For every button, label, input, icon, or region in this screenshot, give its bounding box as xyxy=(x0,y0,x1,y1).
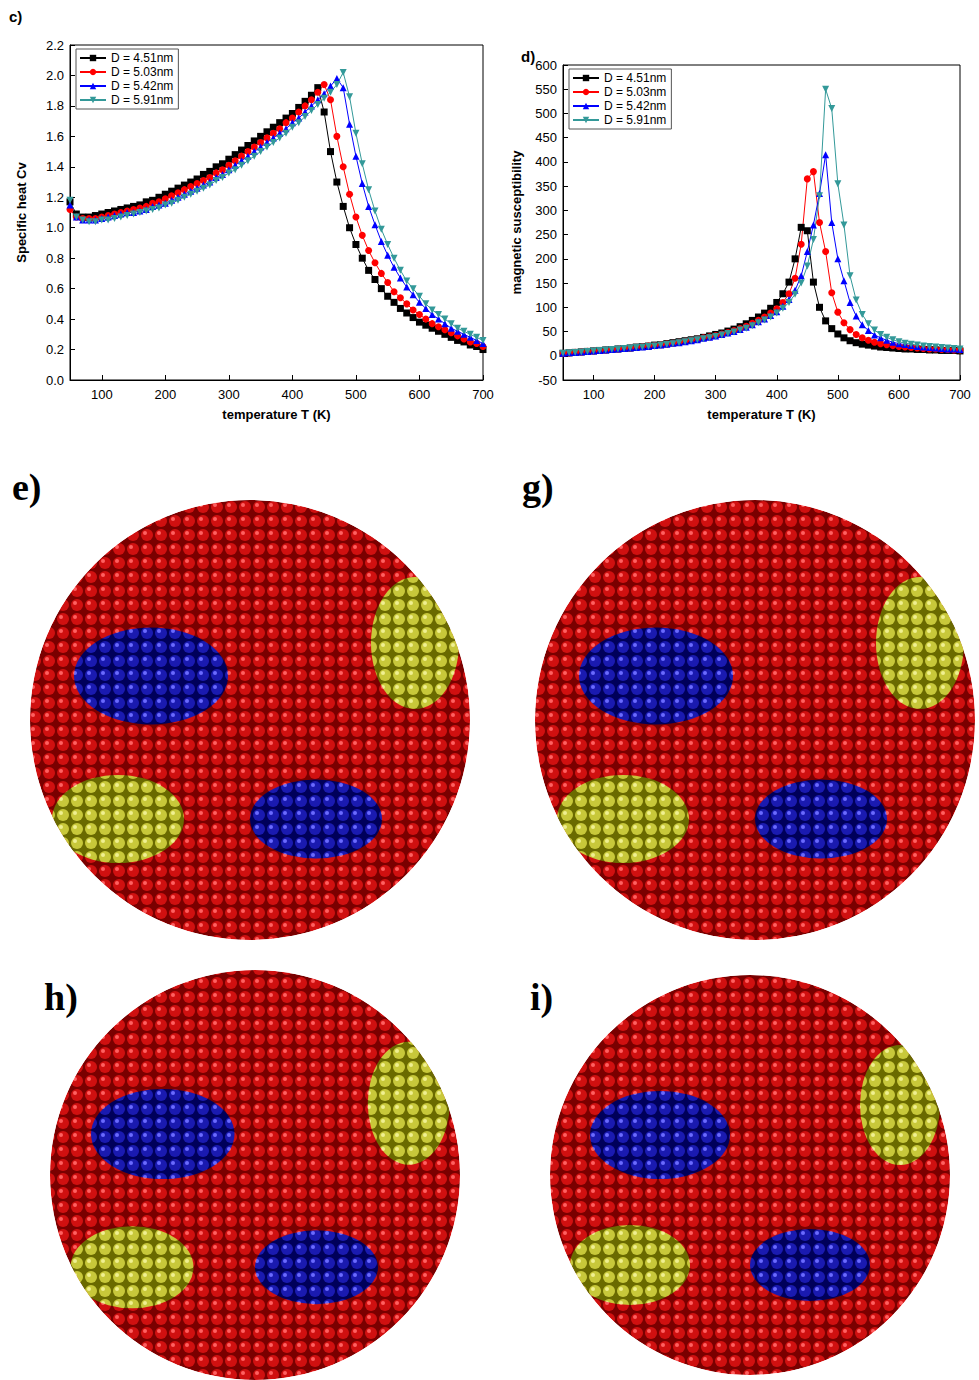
svg-text:700: 700 xyxy=(472,387,494,402)
svg-text:700: 700 xyxy=(949,387,971,402)
svg-text:350: 350 xyxy=(535,179,557,194)
svg-text:550: 550 xyxy=(535,82,557,97)
svg-text:D = 5.03nm: D = 5.03nm xyxy=(111,65,173,79)
svg-text:300: 300 xyxy=(705,387,727,402)
svg-text:100: 100 xyxy=(583,387,605,402)
svg-text:0.2: 0.2 xyxy=(46,342,64,357)
svg-text:500: 500 xyxy=(827,387,849,402)
svg-text:D = 4.51nm: D = 4.51nm xyxy=(604,71,666,85)
svg-text:1.0: 1.0 xyxy=(46,220,64,235)
svg-text:1.4: 1.4 xyxy=(46,159,64,174)
svg-text:300: 300 xyxy=(535,203,557,218)
svg-text:300: 300 xyxy=(218,387,240,402)
svg-text:Specific heat Cv: Specific heat Cv xyxy=(14,162,29,263)
svg-text:magnetic susceptibility: magnetic susceptibility xyxy=(509,150,524,295)
svg-text:200: 200 xyxy=(535,251,557,266)
svg-text:i): i) xyxy=(530,976,553,1019)
svg-text:D = 5.42nm: D = 5.42nm xyxy=(604,99,666,113)
svg-text:100: 100 xyxy=(91,387,113,402)
svg-text:0: 0 xyxy=(550,348,557,363)
svg-text:0.4: 0.4 xyxy=(46,312,64,327)
svg-text:1.2: 1.2 xyxy=(46,190,64,205)
svg-text:400: 400 xyxy=(282,387,304,402)
svg-text:600: 600 xyxy=(888,387,910,402)
svg-text:temperature T (K): temperature T (K) xyxy=(222,407,330,422)
svg-text:e): e) xyxy=(12,466,42,509)
svg-text:100: 100 xyxy=(535,300,557,315)
svg-text:600: 600 xyxy=(535,58,557,73)
svg-text:c): c) xyxy=(9,8,22,25)
svg-text:450: 450 xyxy=(535,130,557,145)
svg-text:400: 400 xyxy=(535,154,557,169)
svg-text:0.6: 0.6 xyxy=(46,281,64,296)
svg-text:D = 5.03nm: D = 5.03nm xyxy=(604,85,666,99)
svg-text:150: 150 xyxy=(535,276,557,291)
svg-text:temperature T (K): temperature T (K) xyxy=(707,407,815,422)
svg-text:400: 400 xyxy=(766,387,788,402)
svg-text:0.8: 0.8 xyxy=(46,251,64,266)
svg-text:d): d) xyxy=(521,48,535,65)
svg-text:h): h) xyxy=(44,976,78,1019)
svg-text:D = 4.51nm: D = 4.51nm xyxy=(111,51,173,65)
svg-text:200: 200 xyxy=(154,387,176,402)
svg-text:2.2: 2.2 xyxy=(46,38,64,53)
svg-text:600: 600 xyxy=(409,387,431,402)
svg-text:D = 5.91nm: D = 5.91nm xyxy=(604,113,666,127)
svg-text:D = 5.42nm: D = 5.42nm xyxy=(111,79,173,93)
svg-text:1.6: 1.6 xyxy=(46,129,64,144)
svg-text:500: 500 xyxy=(535,106,557,121)
svg-text:200: 200 xyxy=(644,387,666,402)
svg-text:0.0: 0.0 xyxy=(46,373,64,388)
svg-text:-50: -50 xyxy=(538,373,557,388)
svg-text:g): g) xyxy=(522,466,554,509)
svg-text:500: 500 xyxy=(345,387,367,402)
svg-text:2.0: 2.0 xyxy=(46,68,64,83)
svg-text:50: 50 xyxy=(543,324,557,339)
svg-text:D = 5.91nm: D = 5.91nm xyxy=(111,93,173,107)
svg-text:250: 250 xyxy=(535,227,557,242)
svg-text:1.8: 1.8 xyxy=(46,98,64,113)
